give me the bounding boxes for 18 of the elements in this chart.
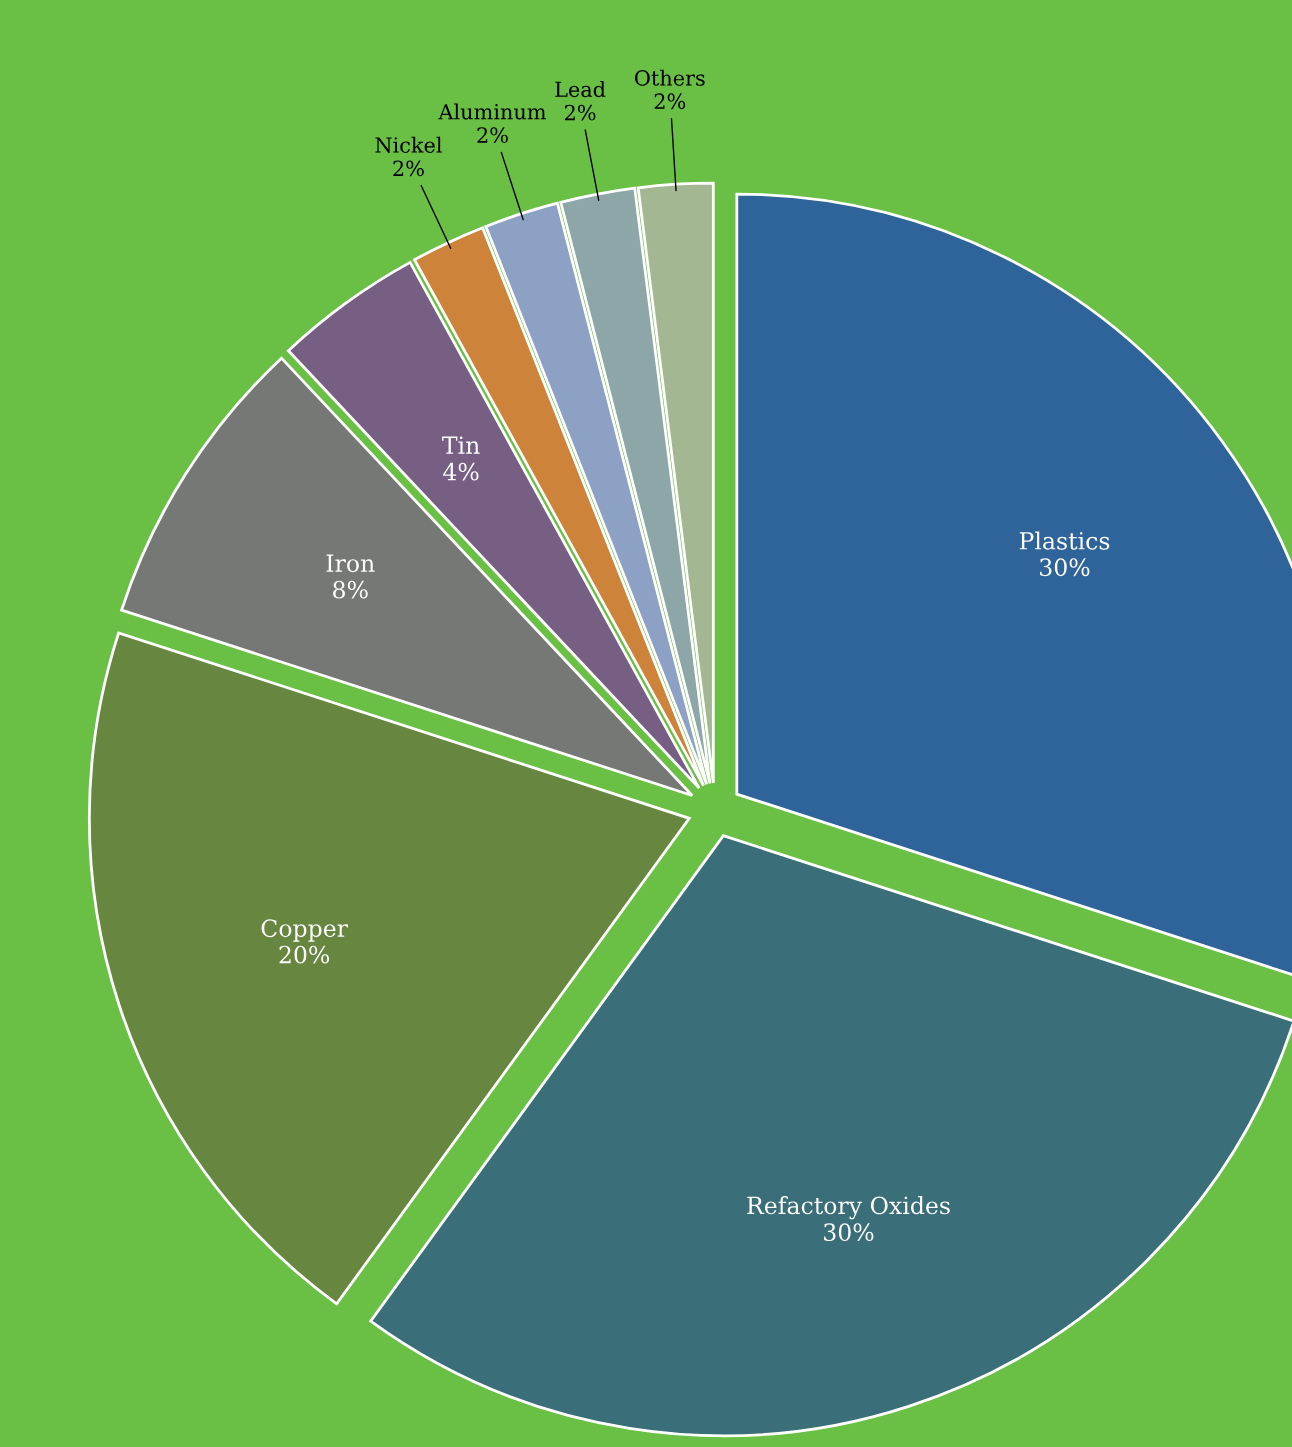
slice-label: Others xyxy=(635,69,705,86)
data-label: 20% xyxy=(279,945,330,964)
data-label: 30% xyxy=(1040,558,1090,577)
data-label: 2% xyxy=(477,127,508,143)
slice-label: Tin xyxy=(442,436,480,454)
slice-label: Nickel xyxy=(375,136,442,153)
slice-label: Iron xyxy=(326,554,375,573)
data-label: 8% xyxy=(333,580,368,599)
data-label: 30% xyxy=(824,1223,874,1242)
slice-label: Refactory Oxides xyxy=(747,1196,950,1220)
data-label: 2% xyxy=(393,160,424,177)
data-label: 2% xyxy=(564,104,596,121)
slice-label: Plastics xyxy=(1019,531,1110,550)
data-label: 2% xyxy=(654,93,686,110)
data-label: 4% xyxy=(443,462,479,481)
slice-label: Lead xyxy=(555,81,606,98)
slice-label: Aluminum xyxy=(438,103,546,120)
slice-label: Copper xyxy=(261,919,349,942)
